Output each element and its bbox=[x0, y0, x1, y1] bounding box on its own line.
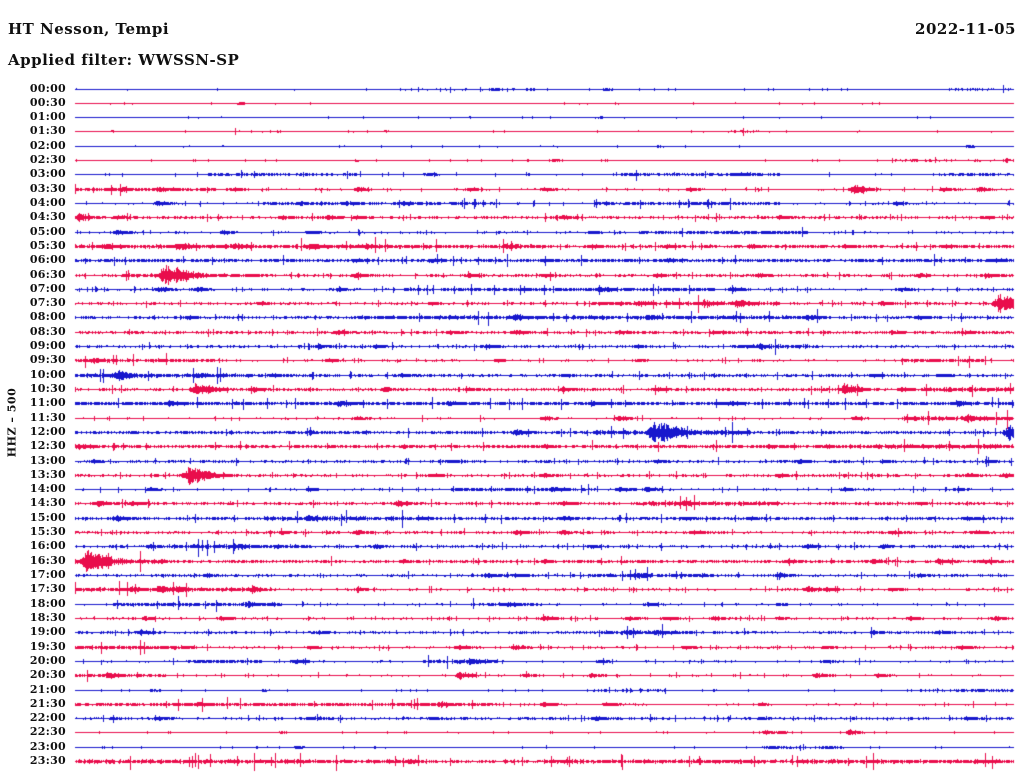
helicorder-page: HT Nesson, Tempi 2022-11-05 Applied filt… bbox=[0, 0, 1024, 780]
seismogram-traces-canvas bbox=[0, 0, 1024, 780]
